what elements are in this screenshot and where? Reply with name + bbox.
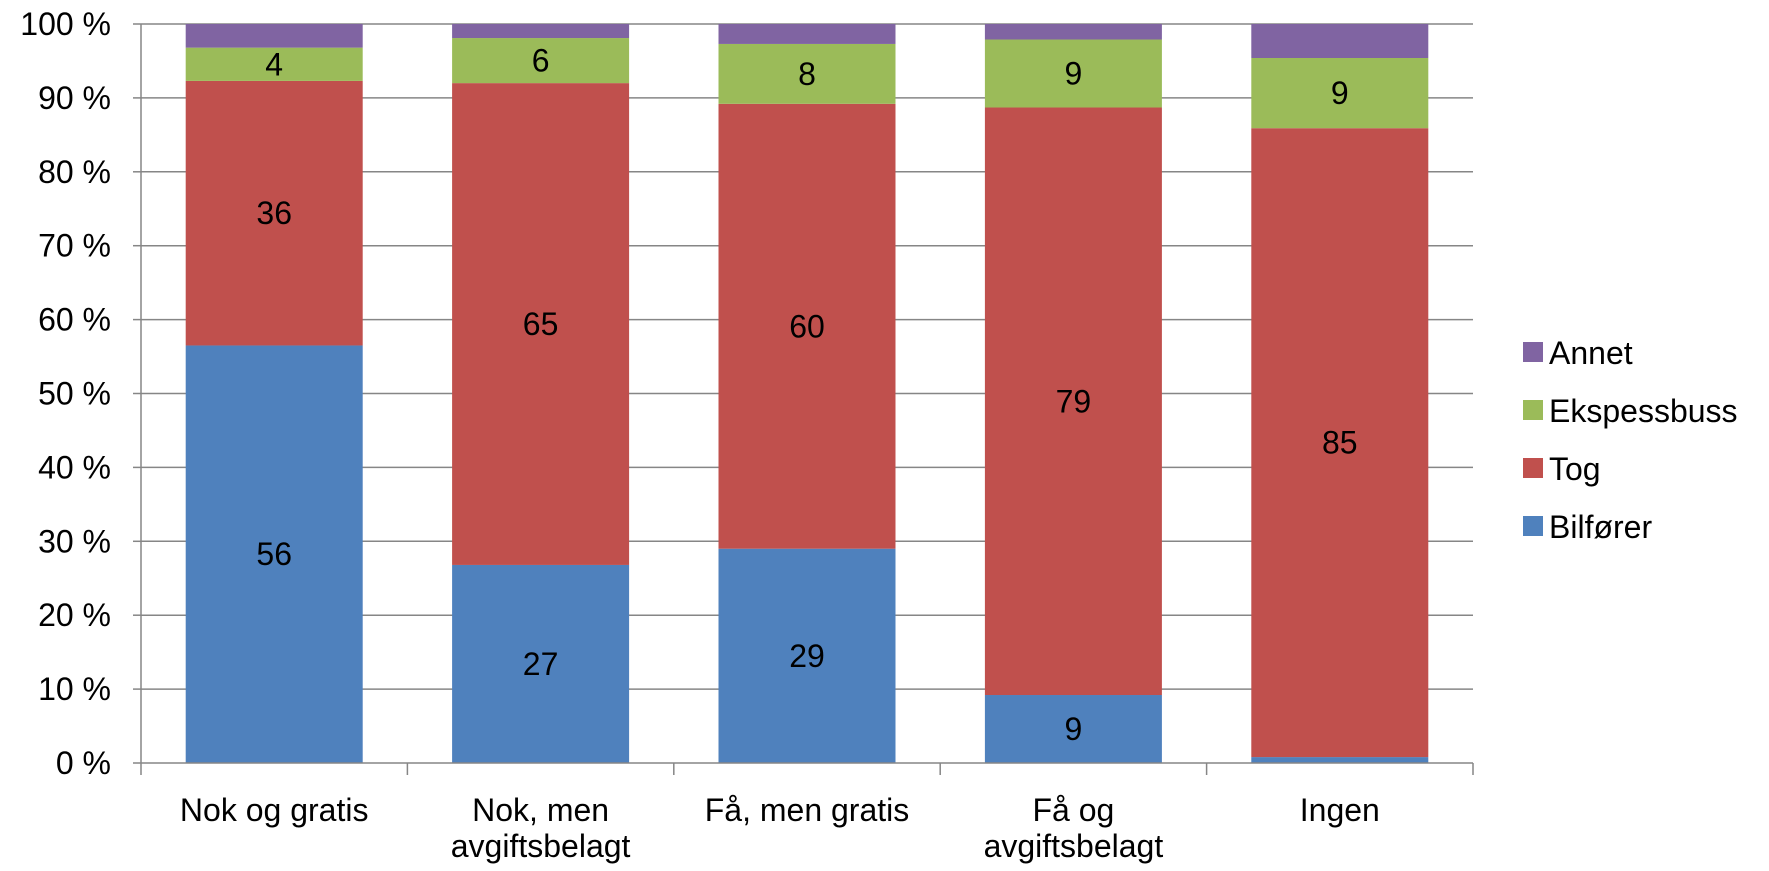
bar-segment-annet [1251,24,1429,58]
bar-segment-annet [185,24,363,48]
data-label: 9 [1331,75,1349,111]
y-tick-label: 10 % [38,671,111,707]
y-tick-label: 20 % [38,597,111,633]
legend-swatch [1523,400,1543,420]
bar-segment-tog [984,107,1162,696]
x-tick-label: Få og [1032,792,1114,828]
data-label: 65 [523,306,559,342]
y-tick-label: 30 % [38,523,111,559]
bar-segment-tog [718,103,896,549]
y-tick-label: 0 % [56,745,111,781]
bar-segment-ekspessbuss [984,39,1162,108]
legend-label: Ekspessbuss [1549,393,1738,429]
legend-swatch [1523,342,1543,362]
legend-label: Tog [1549,451,1601,487]
axes [133,23,1474,775]
legend-swatch [1523,516,1543,536]
bar-segment-annet [718,24,896,44]
data-label: 9 [1065,711,1083,747]
legend-label: Bilfører [1549,509,1652,545]
bar-segment-ekspessbuss [185,47,363,81]
x-tick-label: Nok, men [472,792,609,828]
data-label: 85 [1322,425,1358,461]
y-tick-label: 60 % [38,302,111,338]
legend-swatch [1523,458,1543,478]
y-tick-label: 90 % [38,80,111,116]
bar-segment-annet [984,24,1162,40]
bar-segment-bilfører [1251,757,1429,763]
data-label: 4 [265,46,283,82]
x-tick-label: avgiftsbelagt [984,828,1164,864]
data-label: 79 [1056,383,1092,419]
bars [185,24,1429,763]
data-label: 8 [798,56,816,92]
y-tick-label: 80 % [38,154,111,190]
data-label: 27 [523,646,559,682]
y-tick-labels: 0 % 10 % 20 % 30 % 40 % 50 % 60 % 70 % 80 % 90 % 1… [20,6,111,781]
bar-segment-bilfører [984,695,1162,763]
bar-segment-tog [1251,128,1429,758]
bar-segment-ekspessbuss [718,43,896,104]
y-tick-label: 40 % [38,449,111,485]
data-label: 36 [256,195,292,231]
y-tick-label: 70 % [38,228,111,264]
bar-segment-ekspessbuss [452,38,630,84]
y-tick-label: 50 % [38,376,111,412]
bar-segment-tog [185,80,363,346]
bar-segment-tog [452,83,630,565]
data-label: 60 [789,308,825,344]
legend: Annet Ekspessbuss Tog Bilfører [1523,335,1738,545]
x-tick-label: Ingen [1300,792,1380,828]
bar-segment-annet [452,24,630,39]
y-tick-label: 100 % [20,6,111,42]
bar-segment-bilfører [452,564,630,763]
bar-segment-ekspessbuss [1251,57,1429,129]
data-label: 6 [532,43,550,79]
data-label: 29 [789,638,825,674]
bar-segment-bilfører [718,548,896,763]
x-tick-label: Nok og gratis [180,792,369,828]
data-label: 56 [256,536,292,572]
x-tick-label: avgiftsbelagt [451,828,631,864]
x-tick-label: Få, men gratis [705,792,910,828]
data-label: 9 [1065,56,1083,92]
data-labels: 56 36 4 27 65 6 29 60 8 9 79 9 85 9 [256,43,1357,747]
legend-label: Annet [1549,335,1633,371]
bar-segment-bilfører [185,345,363,763]
